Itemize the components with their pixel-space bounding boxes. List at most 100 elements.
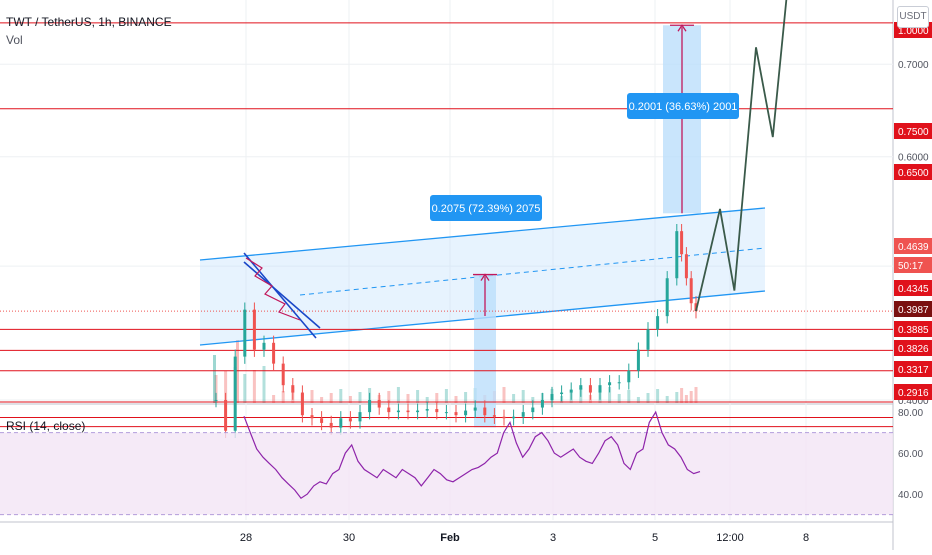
candle-body bbox=[243, 309, 247, 357]
price-label-text: 0.2916 bbox=[898, 388, 929, 399]
volume-bar bbox=[358, 392, 362, 403]
volume-bar bbox=[531, 397, 535, 403]
volume-bar bbox=[627, 390, 631, 403]
candle-body bbox=[540, 400, 544, 408]
volume-bar bbox=[243, 374, 247, 403]
price-label-tag bbox=[894, 384, 932, 400]
wedge-upper-line bbox=[243, 252, 317, 339]
rsi-line bbox=[243, 410, 701, 500]
price-tick-label: 0.7000 bbox=[898, 60, 929, 71]
candle-body bbox=[492, 415, 496, 417]
time-tick-label: 12:00 bbox=[716, 532, 744, 544]
volume-bar bbox=[224, 371, 228, 403]
volume-bar bbox=[320, 397, 324, 403]
symbol-title: TWT / TetherUS, 1h, BINANCE bbox=[6, 15, 172, 29]
rsi-tick-label: 80.00 bbox=[898, 408, 923, 419]
volume-bar bbox=[425, 397, 429, 403]
candle-body bbox=[416, 410, 420, 413]
price-tick-label: 0.6000 bbox=[898, 153, 929, 164]
candle-body bbox=[627, 370, 631, 383]
candle-body bbox=[425, 409, 429, 411]
volume-bar bbox=[252, 370, 256, 403]
volume-spike bbox=[236, 340, 239, 403]
volume-bar bbox=[684, 395, 688, 403]
candle-body bbox=[665, 278, 669, 317]
candle-body bbox=[348, 418, 352, 422]
measure-label-text-2: 0.2001 (36.63%) 2001 bbox=[629, 101, 738, 113]
volume-bar bbox=[435, 393, 439, 403]
time-tick-label: Feb bbox=[440, 532, 460, 544]
candle-body bbox=[300, 392, 304, 416]
price-label-text: 0.3317 bbox=[898, 365, 929, 376]
measure-arrowhead-2 bbox=[677, 24, 687, 32]
wedge-lower-line bbox=[243, 261, 321, 329]
measure-label-2 bbox=[627, 93, 739, 119]
candle-body bbox=[444, 412, 448, 414]
candle-body bbox=[435, 409, 439, 413]
volume-bar bbox=[608, 387, 612, 403]
price-label-text: 0.3826 bbox=[898, 344, 929, 355]
volume-label: Vol bbox=[6, 33, 23, 47]
volume-bar bbox=[680, 388, 684, 403]
candle-body bbox=[550, 394, 554, 400]
candle-body bbox=[636, 349, 640, 371]
candle-body bbox=[579, 385, 583, 390]
volume-bar bbox=[329, 393, 333, 403]
volume-bar bbox=[214, 375, 218, 403]
candle-body bbox=[329, 422, 333, 428]
rsi-tick-label: 60.00 bbox=[898, 449, 923, 460]
price-label-text: 0.4639 bbox=[898, 242, 929, 253]
price-label-tag bbox=[894, 257, 932, 273]
candle-body bbox=[252, 309, 256, 350]
candle-body bbox=[406, 410, 410, 413]
volume-bar bbox=[310, 390, 314, 403]
price-label-text: 0.4345 bbox=[898, 284, 929, 295]
price-label-tag bbox=[894, 280, 932, 296]
volume-bar bbox=[689, 391, 693, 403]
price-label-text: 0.6500 bbox=[898, 168, 929, 179]
candle-body bbox=[262, 342, 266, 350]
price-label-tag bbox=[894, 321, 932, 337]
candle-body bbox=[598, 385, 602, 393]
candle-body bbox=[233, 356, 237, 431]
time-tick-label: 3 bbox=[550, 532, 556, 544]
candle-body bbox=[339, 418, 343, 428]
candle-body bbox=[320, 418, 324, 423]
volume-bar bbox=[396, 387, 400, 403]
measure-arrowhead-1 bbox=[480, 273, 490, 281]
volume-bar bbox=[387, 391, 391, 403]
candle-body bbox=[560, 392, 564, 395]
price-label-text: 0.3885 bbox=[898, 325, 929, 336]
candle-body bbox=[608, 382, 612, 386]
time-tick-label: 8 bbox=[803, 532, 809, 544]
time-tick-label: 5 bbox=[652, 532, 658, 544]
candle-body bbox=[464, 410, 468, 416]
candle-body bbox=[483, 407, 487, 416]
candle-body bbox=[454, 412, 458, 416]
candle-body bbox=[224, 400, 228, 431]
candle-body bbox=[617, 382, 621, 384]
currency-button[interactable]: USDT bbox=[897, 6, 929, 28]
candle-body bbox=[675, 231, 679, 279]
price-label-text: 0.3987 bbox=[898, 305, 929, 316]
price-label-tag bbox=[894, 164, 932, 180]
volume-bar bbox=[675, 392, 679, 403]
volume-bar bbox=[272, 395, 276, 403]
time-tick-label: 30 bbox=[343, 532, 355, 544]
channel-upper-line bbox=[199, 207, 766, 261]
candle-body bbox=[377, 400, 381, 408]
volume-bar bbox=[281, 391, 285, 403]
candle-body bbox=[588, 385, 592, 393]
measure-label-text-1: 0.2075 (72.39%) 2075 bbox=[432, 203, 541, 215]
wedge-zigzag bbox=[245, 257, 301, 321]
volume-bar bbox=[464, 392, 468, 403]
price-label-tag bbox=[894, 340, 932, 356]
volume-bar bbox=[646, 393, 650, 403]
price-label-text: 1.0000 bbox=[898, 26, 929, 37]
candle-body bbox=[281, 363, 285, 386]
volume-bar bbox=[348, 396, 352, 403]
price-label-tag bbox=[894, 123, 932, 139]
candle-body bbox=[656, 316, 660, 330]
